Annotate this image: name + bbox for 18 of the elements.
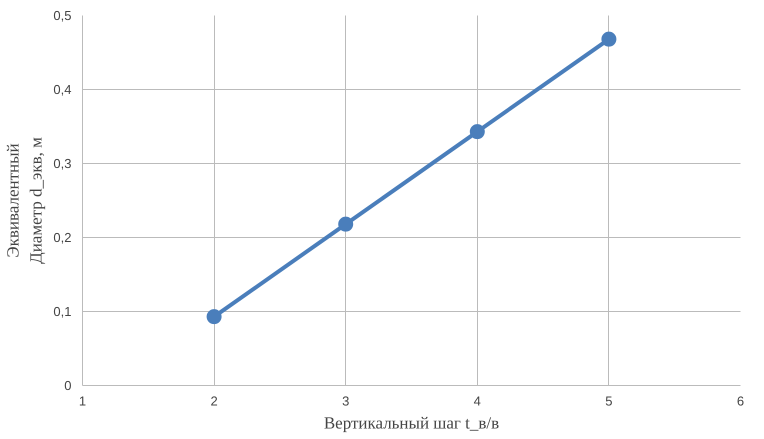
y-tick-label: 0 xyxy=(64,378,72,393)
x-tick-label: 6 xyxy=(736,394,744,408)
y-tick-label: 0,3 xyxy=(53,156,72,171)
y-tick-label: 0,4 xyxy=(53,82,72,97)
y-axis-title: Эквивалентный Диаметр d_экв, м xyxy=(4,136,46,264)
x-tick-label: 2 xyxy=(210,394,218,408)
x-tick-label: 4 xyxy=(474,394,481,408)
x-tick-label: 3 xyxy=(342,394,350,408)
x-tick-label: 5 xyxy=(605,394,613,408)
y-tick-label: 0,5 xyxy=(53,8,72,23)
point xyxy=(470,124,485,140)
point xyxy=(206,309,222,324)
point xyxy=(601,32,616,47)
y-tick-label: 0,1 xyxy=(53,304,72,319)
point xyxy=(338,216,354,232)
x-axis-title: Вертикальный шаг t_в/в xyxy=(324,414,500,432)
x-tick-label: 1 xyxy=(78,394,86,408)
y-tick-label: 0,2 xyxy=(53,230,72,245)
